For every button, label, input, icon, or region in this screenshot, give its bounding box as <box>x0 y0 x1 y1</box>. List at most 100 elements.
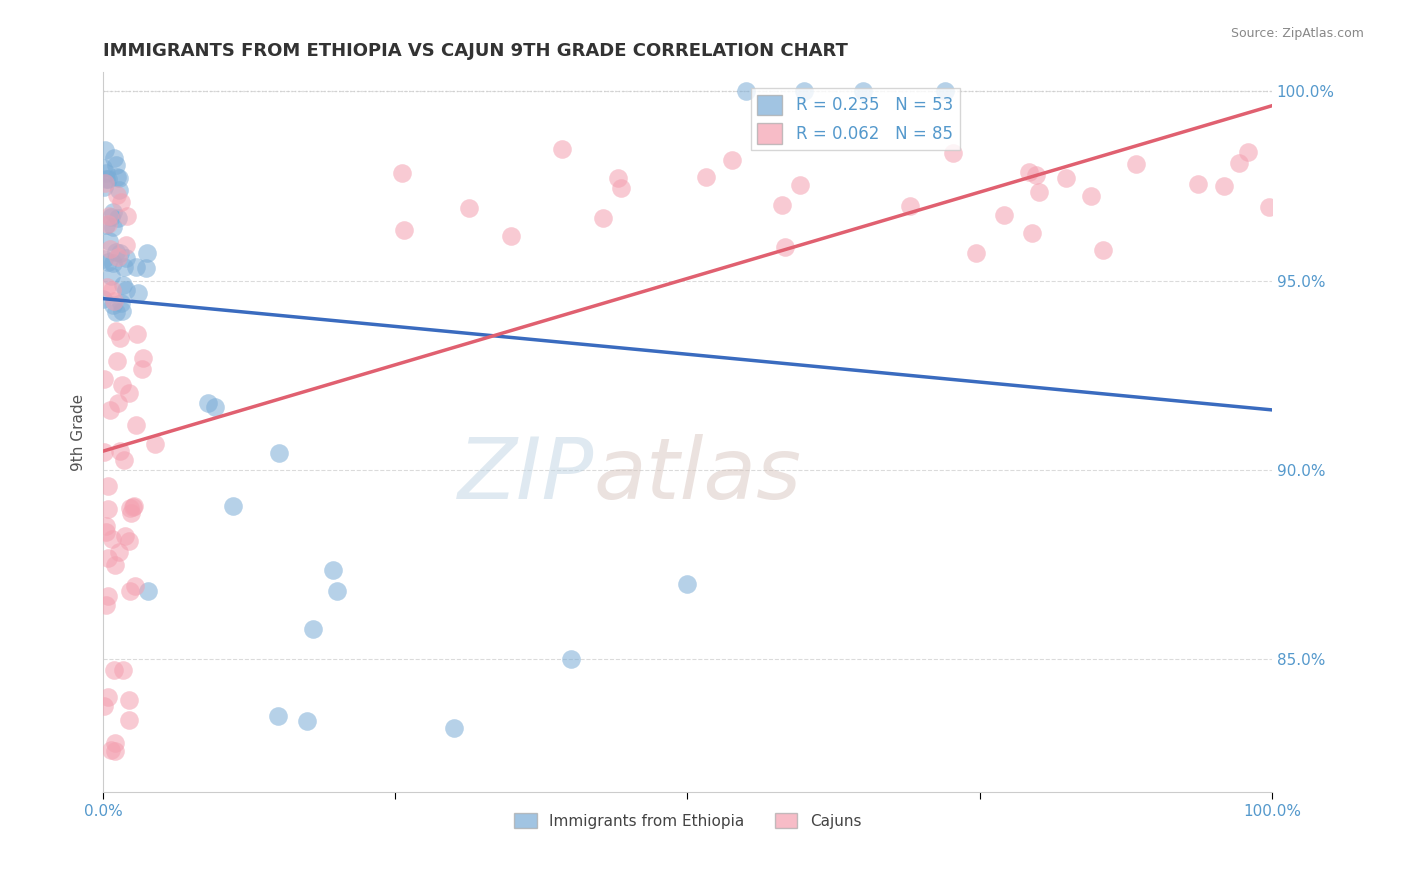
Point <box>392 223 415 237</box>
Point <box>773 240 796 254</box>
Point <box>1187 178 1209 192</box>
Point <box>143 436 166 450</box>
Point <box>98 242 121 256</box>
Point <box>122 499 145 513</box>
Point <box>770 197 793 211</box>
Point <box>96 219 118 233</box>
Point <box>1213 178 1236 193</box>
Point <box>93 445 115 459</box>
Point <box>852 84 875 98</box>
Point <box>793 84 815 98</box>
Point <box>1028 185 1050 199</box>
Text: atlas: atlas <box>593 434 801 516</box>
Point <box>96 280 118 294</box>
Point <box>222 499 245 513</box>
Point <box>325 584 347 599</box>
Point <box>105 158 128 172</box>
Point <box>101 205 124 219</box>
Point <box>103 293 125 308</box>
Point <box>942 145 965 160</box>
Point <box>98 402 121 417</box>
Point <box>91 292 114 306</box>
Point <box>101 533 124 547</box>
Point <box>695 170 717 185</box>
Point <box>93 179 115 194</box>
Point <box>108 444 131 458</box>
Point <box>100 210 122 224</box>
Point <box>118 533 141 548</box>
Point <box>458 201 481 215</box>
Point <box>104 305 127 319</box>
Point <box>118 714 141 728</box>
Point <box>101 256 124 270</box>
Point <box>115 284 138 298</box>
Point <box>105 244 128 259</box>
Point <box>118 500 141 515</box>
Point <box>322 563 344 577</box>
Text: Source: ZipAtlas.com: Source: ZipAtlas.com <box>1230 27 1364 40</box>
Point <box>1025 169 1047 183</box>
Point <box>97 589 120 603</box>
Point <box>96 599 118 613</box>
Point <box>94 165 117 179</box>
Point <box>204 400 226 414</box>
Y-axis label: 9th Grade: 9th Grade <box>72 393 86 471</box>
Point <box>105 354 128 368</box>
Point <box>101 220 124 235</box>
Point <box>104 744 127 758</box>
Point <box>124 579 146 593</box>
Point <box>97 502 120 516</box>
Point <box>94 525 117 540</box>
Point <box>103 663 125 677</box>
Point <box>1018 165 1040 179</box>
Point <box>1258 200 1281 214</box>
Point <box>108 183 131 197</box>
Point <box>136 584 159 599</box>
Point <box>131 362 153 376</box>
Point <box>550 142 572 156</box>
Point <box>965 246 987 260</box>
Point <box>610 181 633 195</box>
Point <box>98 234 121 248</box>
Point <box>117 209 139 223</box>
Point <box>94 519 117 533</box>
Point <box>111 663 134 677</box>
Point <box>103 151 125 165</box>
Point <box>107 250 129 264</box>
Point <box>114 529 136 543</box>
Point <box>606 171 628 186</box>
Point <box>97 690 120 705</box>
Point <box>734 84 756 98</box>
Point <box>97 255 120 269</box>
Point <box>107 170 129 185</box>
Point <box>118 583 141 598</box>
Legend: Immigrants from Ethiopia, Cajuns: Immigrants from Ethiopia, Cajuns <box>508 806 868 835</box>
Point <box>97 479 120 493</box>
Point <box>108 544 131 558</box>
Point <box>110 246 132 260</box>
Point <box>110 194 132 209</box>
Point <box>721 153 744 167</box>
Point <box>125 417 148 432</box>
Point <box>443 721 465 735</box>
Point <box>115 238 138 252</box>
Point <box>197 395 219 409</box>
Point <box>110 331 132 345</box>
Point <box>94 176 117 190</box>
Point <box>112 452 135 467</box>
Point <box>118 693 141 707</box>
Point <box>98 209 121 223</box>
Point <box>97 171 120 186</box>
Point <box>993 208 1015 222</box>
Point <box>111 378 134 392</box>
Point <box>1054 171 1077 186</box>
Point <box>121 506 143 520</box>
Point <box>94 143 117 157</box>
Point <box>127 326 149 341</box>
Text: ZIP: ZIP <box>457 434 593 516</box>
Point <box>1125 156 1147 170</box>
Point <box>789 178 811 192</box>
Point <box>302 622 325 636</box>
Point <box>934 84 956 98</box>
Point <box>104 324 127 338</box>
